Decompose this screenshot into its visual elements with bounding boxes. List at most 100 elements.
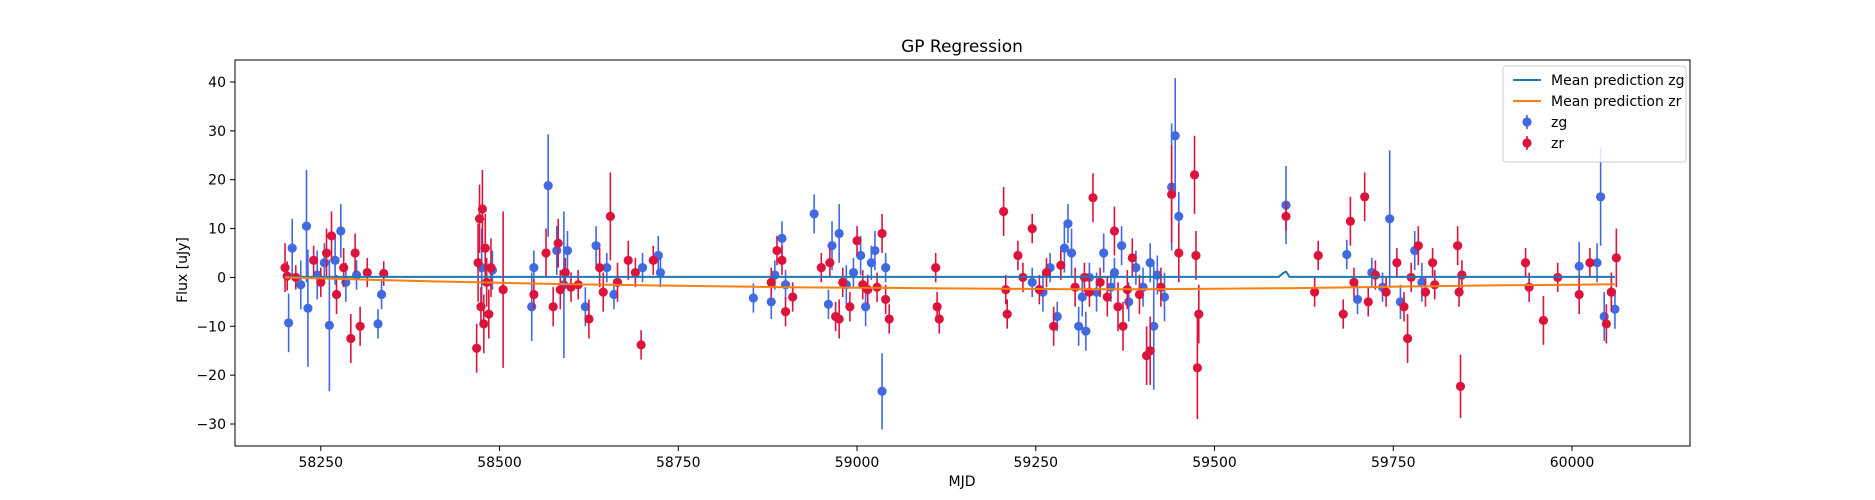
data-point-zr bbox=[1524, 282, 1534, 292]
x-tick-label: 59500 bbox=[1192, 455, 1237, 471]
data-point-zg bbox=[1610, 304, 1620, 314]
y-axis-ticks: −30 −20 −10 0 10 20 30 40 bbox=[196, 75, 235, 433]
series-zr bbox=[280, 135, 1621, 420]
data-point-zr bbox=[473, 258, 483, 268]
data-point-zg bbox=[1574, 261, 1584, 271]
data-point-zr bbox=[1095, 277, 1105, 287]
data-point-zr bbox=[1370, 270, 1381, 280]
data-point-zr bbox=[529, 289, 539, 300]
data-point-zr bbox=[1430, 280, 1440, 290]
x-tick-label: 60000 bbox=[1550, 455, 1595, 471]
legend: Mean prediction zg Mean prediction zr zg zr bbox=[1502, 65, 1687, 163]
data-point-zg bbox=[1099, 248, 1109, 258]
data-point-zg bbox=[1170, 131, 1180, 141]
data-point-zr bbox=[486, 263, 496, 273]
x-tick-label: 59000 bbox=[835, 455, 880, 471]
data-point-zg bbox=[1145, 258, 1155, 268]
data-point-zr bbox=[1453, 241, 1463, 251]
data-point-zr bbox=[934, 314, 944, 324]
data-point-zr bbox=[479, 319, 489, 329]
data-point-zr bbox=[1402, 333, 1413, 344]
data-point-zr bbox=[1088, 193, 1098, 203]
data-point-zr bbox=[598, 287, 608, 297]
legend-label: Mean prediction zr bbox=[1551, 94, 1682, 110]
data-point-zr bbox=[1585, 258, 1595, 268]
data-point-zr bbox=[1102, 292, 1112, 302]
data-point-zr bbox=[1454, 287, 1464, 297]
data-point-zr bbox=[648, 255, 658, 265]
data-point-zr bbox=[1457, 270, 1467, 280]
y-axis-label: Flux [uJy] bbox=[175, 237, 191, 303]
data-point-zg bbox=[1596, 192, 1606, 202]
data-point-zr bbox=[548, 302, 558, 312]
data-point-zr bbox=[1056, 260, 1066, 270]
data-point-zr bbox=[834, 314, 844, 324]
data-point-zg bbox=[609, 289, 619, 300]
data-point-zr bbox=[1313, 250, 1323, 261]
data-point-zr bbox=[331, 289, 342, 300]
data-point-zr bbox=[1145, 346, 1155, 356]
x-axis-ticks: 58250 58500 58750 59000 59250 59500 59750 60000 bbox=[299, 446, 1595, 471]
legend-marker-swatch bbox=[1522, 117, 1532, 127]
data-point-zg bbox=[655, 267, 666, 278]
data-point-zr bbox=[1428, 258, 1438, 268]
data-point-zg bbox=[1116, 241, 1127, 251]
data-point-zr bbox=[1070, 282, 1080, 292]
y-tick-label: −30 bbox=[196, 417, 226, 433]
data-point-zr bbox=[595, 263, 605, 273]
data-point-zg bbox=[287, 243, 297, 253]
y-tick-label: 40 bbox=[208, 75, 226, 91]
data-point-zr bbox=[1310, 287, 1320, 297]
data-point-zr bbox=[877, 228, 887, 239]
data-point-zg bbox=[1052, 311, 1062, 322]
data-point-zr bbox=[1413, 241, 1423, 251]
legend-box bbox=[1502, 65, 1687, 163]
data-point-zg bbox=[373, 319, 383, 329]
data-point-zr bbox=[605, 211, 615, 221]
data-point-zg bbox=[319, 258, 329, 268]
data-point-zg bbox=[866, 258, 876, 268]
data-point-zg bbox=[301, 221, 312, 231]
data-point-zr bbox=[1349, 277, 1359, 287]
data-point-zg bbox=[1174, 211, 1184, 221]
chart-title: GP Regression bbox=[901, 37, 1023, 57]
data-point-zg bbox=[766, 297, 776, 307]
data-point-zr bbox=[309, 255, 319, 265]
data-point-zr bbox=[1606, 287, 1616, 297]
x-tick-label: 59750 bbox=[1371, 455, 1416, 471]
data-point-zg bbox=[877, 386, 887, 396]
data-point-zr bbox=[350, 248, 360, 258]
data-point-zg bbox=[777, 233, 787, 243]
data-point-zg bbox=[1417, 277, 1427, 287]
data-point-zr bbox=[1167, 189, 1177, 199]
data-point-zg bbox=[303, 303, 313, 313]
data-point-zr bbox=[1363, 297, 1373, 307]
data-point-zr bbox=[1381, 287, 1391, 297]
data-point-zg bbox=[591, 241, 601, 251]
data-point-zr bbox=[1420, 287, 1431, 297]
data-point-zg bbox=[861, 302, 871, 312]
data-point-zg bbox=[1149, 321, 1159, 331]
legend-label: zg bbox=[1551, 115, 1567, 131]
data-point-zg bbox=[376, 289, 387, 300]
data-point-zg bbox=[1074, 321, 1084, 331]
data-point-zr bbox=[339, 263, 349, 273]
data-layer bbox=[280, 78, 1621, 430]
data-point-zg bbox=[1059, 243, 1069, 253]
data-point-zr bbox=[472, 343, 482, 353]
data-point-zr bbox=[1113, 302, 1123, 312]
data-point-zr bbox=[788, 292, 798, 302]
data-point-zg bbox=[1385, 214, 1395, 224]
data-point-zr bbox=[1118, 321, 1128, 331]
data-point-zr bbox=[555, 285, 565, 295]
data-point-zr bbox=[1392, 258, 1402, 268]
line-mean-prediction-zg bbox=[285, 270, 1615, 278]
data-point-zr bbox=[553, 238, 563, 248]
data-point-zr bbox=[1538, 315, 1549, 326]
plot-frame bbox=[234, 59, 1691, 447]
data-point-zr bbox=[1192, 363, 1202, 373]
data-point-zr bbox=[1109, 226, 1120, 236]
data-point-zg bbox=[856, 250, 866, 261]
data-point-zr bbox=[825, 258, 835, 268]
data-point-zr bbox=[999, 206, 1009, 217]
